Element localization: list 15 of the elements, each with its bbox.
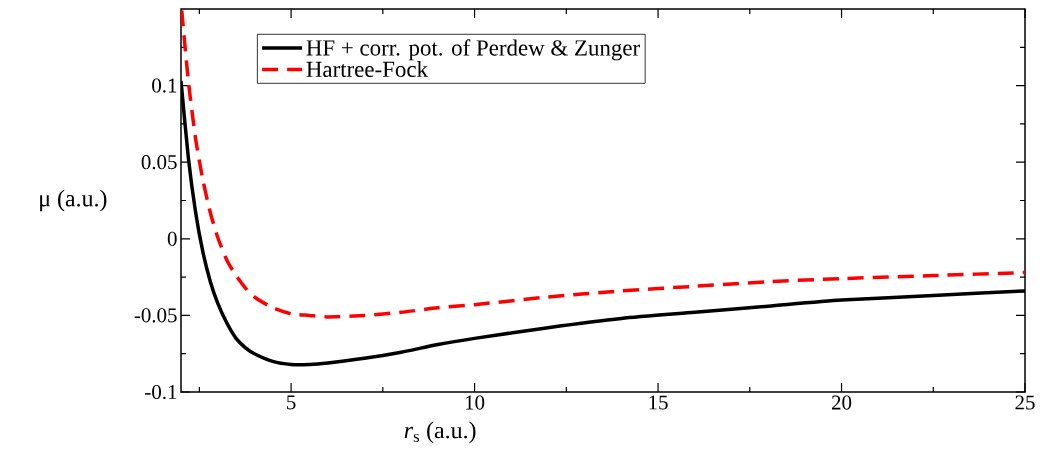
line-series — [181, 9, 1026, 319]
x-tick-label: 20 — [831, 395, 852, 410]
y-tick-label: -0.05 — [134, 308, 177, 323]
legend-label: HF + corr. pot. of Perdew & Zunger — [306, 39, 640, 61]
x-tick-label: 25 — [1015, 395, 1035, 410]
y-tick-label: 0.05 — [141, 155, 177, 170]
x-tick-label: 10 — [465, 395, 485, 410]
x-tick-label: 5 — [287, 395, 296, 410]
x-axis-title: r$_{s}$ (a.u.) — [404, 421, 476, 444]
y-tick-label: -0.1 — [145, 384, 177, 400]
y-tick-label: 0.1 — [152, 78, 177, 93]
legend-label: Hartree-Fock — [306, 60, 429, 78]
x-tick-label: 15 — [649, 395, 668, 410]
y-axis-title: μ (a.u.) — [40, 189, 107, 212]
y-tick-label: 0 — [167, 231, 177, 246]
